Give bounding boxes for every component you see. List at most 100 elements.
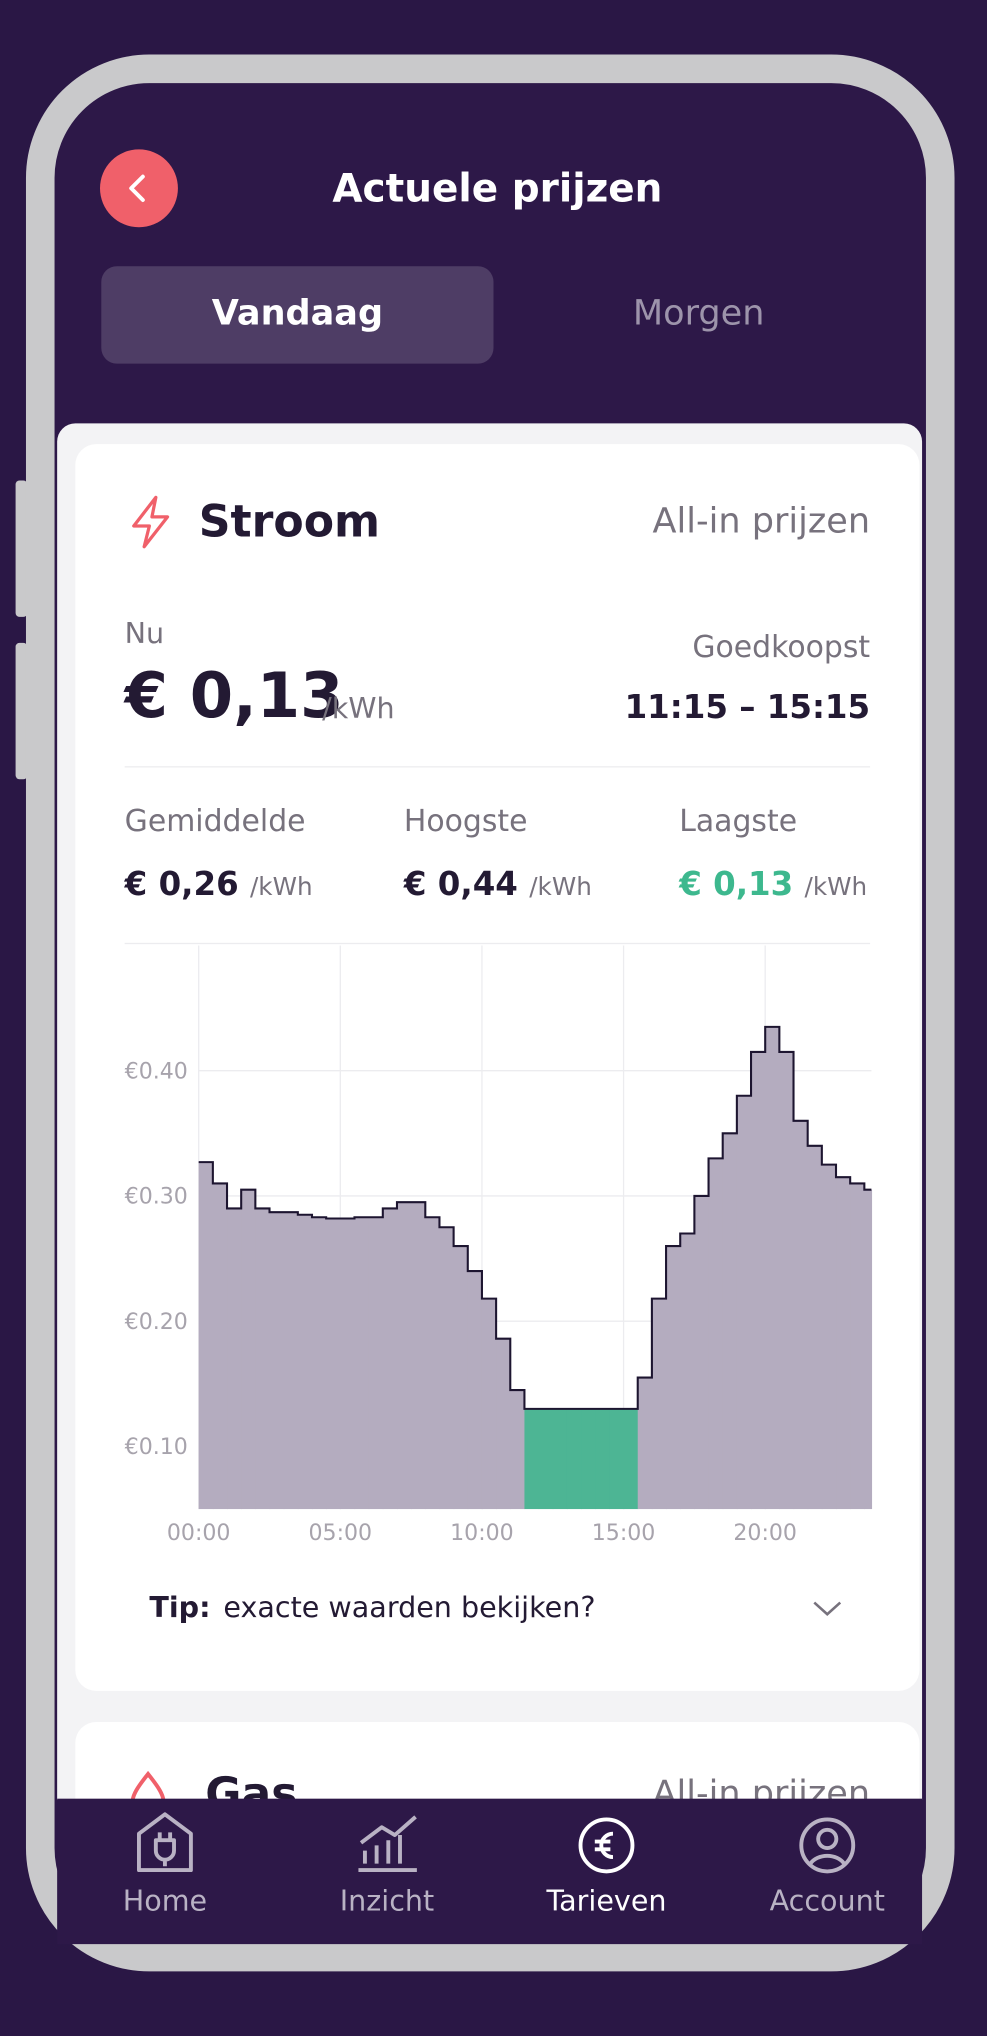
cheapest-bar bbox=[609, 1408, 625, 1510]
card-title: Stroom bbox=[198, 496, 381, 549]
price-bar bbox=[510, 1390, 526, 1510]
y-tick-label: €0.20 bbox=[125, 1310, 188, 1335]
price-bar bbox=[779, 1051, 795, 1510]
nav-label[interactable]: Home bbox=[122, 1885, 208, 1919]
price-bar bbox=[651, 1298, 667, 1510]
price-bar bbox=[411, 1202, 426, 1510]
cheapest-bar bbox=[623, 1408, 639, 1510]
cheapest-bar bbox=[595, 1408, 611, 1510]
stat-value: € 0,44 /kWh bbox=[404, 865, 592, 903]
unit: /kWh bbox=[529, 872, 592, 902]
home-icon[interactable] bbox=[137, 1812, 193, 1873]
bottom-nav bbox=[57, 1798, 923, 1945]
price-bar bbox=[807, 1145, 823, 1510]
price-bar bbox=[198, 1162, 214, 1510]
cheapest-bar bbox=[581, 1408, 596, 1510]
cheapest-bar bbox=[566, 1408, 582, 1510]
price-bar bbox=[864, 1189, 873, 1510]
price-bar bbox=[496, 1338, 511, 1510]
gas-title: Gas bbox=[205, 1768, 298, 1800]
price-bar bbox=[340, 1218, 356, 1510]
divider bbox=[124, 766, 871, 768]
unit: /kWh bbox=[249, 872, 313, 902]
cheapest-time: 11:15 – 15:15 bbox=[624, 688, 871, 726]
price-bar bbox=[255, 1208, 271, 1510]
price-bar bbox=[241, 1189, 256, 1510]
price-bar bbox=[227, 1208, 242, 1510]
x-tick-label: 10:00 bbox=[450, 1521, 514, 1546]
inzicht-icon[interactable] bbox=[358, 1815, 417, 1873]
y-tick-label: €0.30 bbox=[125, 1185, 188, 1210]
stat-label: Hoogste bbox=[403, 805, 528, 839]
stat-value: € 0,26 /kWh bbox=[125, 865, 313, 903]
tab-label[interactable]: Morgen bbox=[632, 293, 765, 334]
price-bar bbox=[283, 1212, 299, 1510]
price-bar bbox=[269, 1212, 285, 1510]
price-bar bbox=[382, 1208, 398, 1510]
price-bar bbox=[326, 1218, 341, 1510]
nav-label[interactable]: Tarieven bbox=[546, 1885, 667, 1919]
tip-label: Tip: bbox=[149, 1592, 211, 1625]
price-bar bbox=[453, 1246, 469, 1510]
price-bar bbox=[425, 1217, 441, 1510]
price-bar bbox=[297, 1214, 313, 1510]
x-tick-label: 00:00 bbox=[167, 1521, 231, 1546]
price-bar bbox=[836, 1177, 851, 1510]
stat-price: € 0,13 bbox=[679, 864, 794, 903]
tab-label[interactable]: Vandaag bbox=[211, 293, 384, 334]
price-bar bbox=[821, 1164, 837, 1510]
back-icon bbox=[129, 174, 145, 202]
divider bbox=[124, 942, 871, 945]
now-label: Nu bbox=[124, 618, 165, 651]
cheapest-label: Goedkoopst bbox=[692, 631, 871, 665]
price-line bbox=[198, 1025, 872, 1410]
stat-label: Laagste bbox=[679, 805, 798, 839]
y-tick-label: €0.10 bbox=[125, 1435, 188, 1460]
price-bar bbox=[850, 1183, 865, 1510]
gas-subtitle: All-in prijzen bbox=[652, 1773, 871, 1800]
price-chart: €0.10 €0.20 €0.30 €0.40 00:00 05:00 10:00 15:00… bbox=[125, 945, 873, 1546]
stat-label: Gemiddelde bbox=[124, 805, 306, 839]
price-bar bbox=[439, 1227, 455, 1510]
card-subtitle: All-in prijzen bbox=[652, 501, 871, 542]
gas-icon bbox=[130, 1770, 166, 1800]
stat-price: € 0,26 bbox=[124, 864, 239, 903]
back-button[interactable] bbox=[99, 149, 178, 228]
price-bar bbox=[396, 1202, 412, 1510]
cheapest-bar bbox=[552, 1408, 568, 1510]
page-title: Actuele prijzen bbox=[332, 166, 663, 212]
lightning-icon bbox=[132, 495, 170, 549]
unit: /kWh bbox=[804, 872, 868, 902]
x-tick-label: 15:00 bbox=[592, 1521, 656, 1546]
side-button bbox=[15, 642, 28, 780]
account-icon[interactable] bbox=[799, 1817, 856, 1874]
now-price: € 0,13 bbox=[124, 659, 344, 733]
nav-icons bbox=[137, 1812, 856, 1874]
stat-price: € 0,44 bbox=[403, 864, 518, 903]
tip-text[interactable]: exacte waarden bekijken? bbox=[223, 1592, 596, 1625]
price-bar bbox=[680, 1233, 696, 1510]
tab-active[interactable] bbox=[101, 266, 494, 364]
price-bar bbox=[212, 1183, 228, 1510]
gas-card bbox=[75, 1722, 920, 1800]
price-bar bbox=[467, 1271, 483, 1510]
x-tick-label: 20:00 bbox=[733, 1521, 797, 1546]
price-bar bbox=[354, 1217, 370, 1510]
x-tick-label: 05:00 bbox=[309, 1521, 373, 1546]
price-bar bbox=[311, 1217, 327, 1510]
price-bar bbox=[736, 1095, 752, 1510]
price-bar bbox=[666, 1246, 681, 1510]
price-bar bbox=[637, 1377, 653, 1510]
nav-label[interactable]: Inzicht bbox=[339, 1885, 435, 1919]
nav-label[interactable]: Account bbox=[769, 1885, 885, 1919]
price-bar bbox=[751, 1051, 766, 1510]
price-bar bbox=[694, 1195, 710, 1510]
side-button bbox=[15, 480, 28, 617]
price-bar bbox=[368, 1217, 384, 1510]
cheapest-bar bbox=[524, 1408, 540, 1510]
expand-icon[interactable] bbox=[810, 1595, 844, 1621]
tarieven-icon[interactable] bbox=[578, 1817, 635, 1874]
stat-value: € 0,13 /kWh bbox=[679, 865, 867, 903]
y-tick-label: €0.40 bbox=[125, 1059, 188, 1084]
